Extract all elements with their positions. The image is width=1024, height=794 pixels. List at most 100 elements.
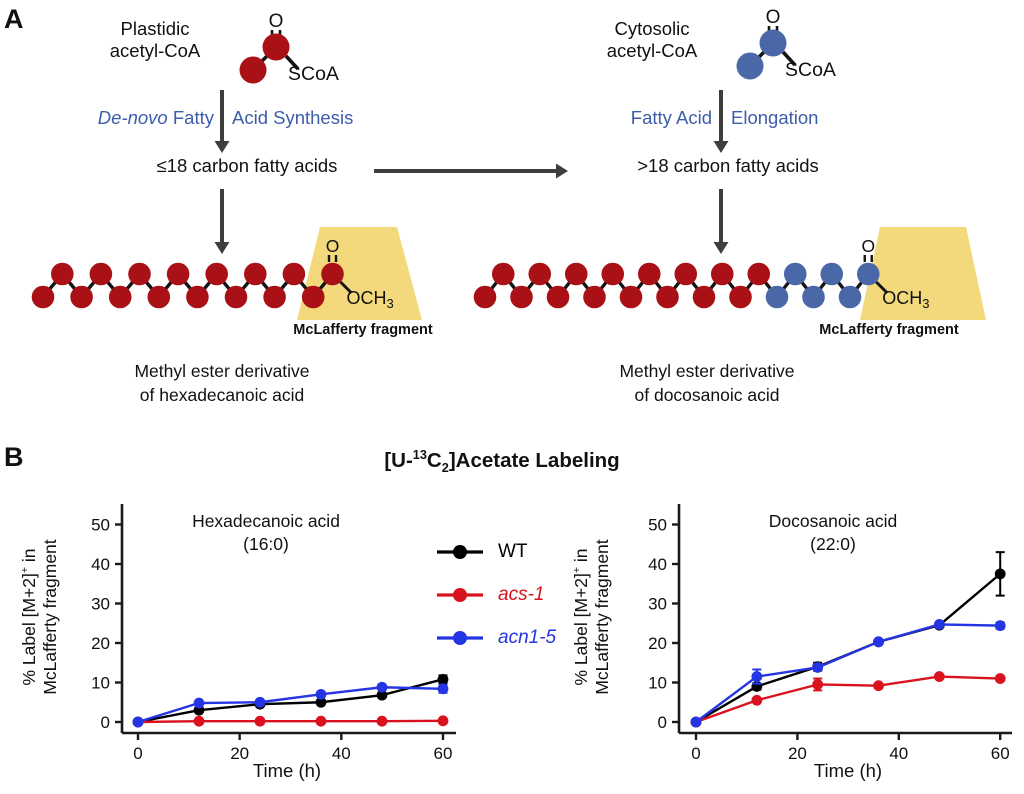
chart-right-ytick-label: 50	[648, 516, 667, 535]
chart-right-subtitle: (22:0)	[810, 534, 856, 554]
c16-chain-ester-bond	[339, 280, 353, 295]
chart-right-xtick-label: 60	[991, 744, 1010, 763]
c16-chain-red-carbon	[321, 262, 344, 286]
c16-chain-red-carbon	[108, 285, 132, 309]
chart-left-series-acn1-5-point	[315, 688, 327, 700]
ester-caption-right: Methyl ester derivative of docosanoic ac…	[619, 359, 794, 407]
panel-b-label: B	[4, 442, 24, 472]
cytosolic-name-line2: acetyl-CoA	[606, 40, 698, 61]
chart-left-ytick-label: 50	[91, 516, 110, 535]
chart-left-title: Hexadecanoic acid	[192, 511, 340, 531]
chart-left-ytick-label: 20	[91, 634, 110, 653]
c22-chain-blue-carbon	[765, 285, 789, 309]
c22-chain-blue-carbon	[783, 262, 807, 286]
chart-right-axes	[677, 504, 1012, 735]
chart-left-series-acs-1-point	[193, 715, 205, 727]
chart-left-xtick-label: 0	[133, 744, 142, 763]
c16-chain-red-carbon	[89, 262, 113, 286]
pathway-denovo-italic: De-novo	[97, 107, 168, 128]
c16-chain-red-carbon	[244, 262, 267, 286]
title-p1: [U-	[384, 448, 413, 472]
c22-chain-red-carbon	[674, 262, 698, 286]
chart-left-series-acn1-5-point	[376, 681, 388, 693]
mclafferty-label-right: McLafferty fragment	[819, 322, 959, 338]
chart-left-series-acn1-5-point	[437, 683, 449, 695]
chart-left-subtitle: (16:0)	[243, 534, 289, 554]
c16-chain-red-carbon	[186, 285, 209, 309]
legend-label-acs-1: acs-1	[498, 584, 545, 605]
arrow-down-to-c16-chain-head	[214, 242, 230, 254]
chart-left-series-acn1-5-line	[137, 686, 444, 724]
c22-chain-red-carbon	[564, 262, 588, 286]
c16-chain-red-carbon	[166, 262, 190, 286]
c22-chain-blue-carbon	[802, 285, 825, 309]
chart-right-series-acs-1-point	[933, 671, 945, 682]
chart-right-series-WT-point	[994, 568, 1006, 580]
product-le18-carbon: ≤18 carbon fatty acids	[156, 155, 338, 176]
plastidic-name-line2: acetyl-CoA	[109, 40, 201, 61]
c16-chain-red-carbon	[205, 262, 228, 286]
legend-marker-WT	[437, 545, 483, 559]
ester-right-line1: Methyl ester derivative	[619, 361, 795, 381]
chart-right-series-acs-1-point	[812, 679, 824, 690]
c16-chain-red-carbon	[282, 262, 306, 286]
c22-chain-red-carbon	[619, 285, 643, 309]
c22-chain-red-carbon	[729, 285, 752, 309]
cytosolic-acetyl-coa-label: Cytosolic acetyl-CoA	[607, 18, 697, 62]
plastidic-methyl-carbon	[239, 56, 267, 84]
cytosolic-bond-cs	[781, 50, 797, 67]
chart-left-series-acs-1-point	[376, 715, 388, 727]
c22-chain-red-carbon	[583, 285, 606, 309]
chart-left-ytick-label: 0	[101, 713, 110, 732]
ylab-left-line2: McLafferty fragment	[39, 539, 60, 695]
pathway-elongation-word: Fatty Acid	[630, 107, 712, 128]
ylab-right-line2: McLafferty fragment	[591, 539, 612, 695]
chart-title-hexadecanoic: Hexadecanoic acid (16:0)	[192, 510, 340, 556]
c16-chain-red-carbon	[147, 285, 171, 309]
cytosolic-scoa-label: SCoA	[785, 59, 836, 81]
chart-left-series-acs-1-point	[254, 715, 266, 727]
cytosolic-oxygen-label: O	[766, 7, 781, 28]
ester-right-line2: of docosanoic acid	[634, 385, 780, 405]
cytosolic-name-line1: Cytosolic	[614, 18, 690, 39]
c22-chain-och3-label: OCH3	[882, 288, 929, 311]
x-axis-label-right: Time (h)	[813, 760, 883, 781]
c22-chain-red-carbon	[710, 262, 734, 286]
chart-left-series-acn1-5-point	[193, 697, 205, 709]
chart-right-ytick-label: 20	[648, 634, 667, 653]
chart-right-series-acs-1-point	[994, 673, 1006, 684]
pathway-denovo-fas-left: De-novo Fatty	[98, 107, 214, 129]
chart-left-series-acs-1-line	[137, 719, 443, 724]
product-gt18-carbon: >18 carbon fatty acids	[637, 155, 819, 176]
c22-chain-blue-carbon	[856, 262, 880, 286]
plastidic-acetyl-coa-label: Plastidic acetyl-CoA	[110, 18, 200, 62]
c22-chain-red-carbon	[528, 262, 552, 286]
pathway-denovo-word: Fatty	[172, 107, 214, 128]
chart-left-axes	[120, 504, 456, 735]
chart-right-series-acs-1-line	[695, 675, 1001, 724]
c16-chain-mclafferty-highlight	[297, 227, 422, 320]
c22-chain-red-carbon	[546, 285, 570, 309]
c16-chain-red-carbon	[301, 285, 325, 309]
arrow-down-fas-head	[214, 141, 230, 153]
chart-left-series-acs-1-point	[437, 715, 449, 727]
c16-chain-red-carbon	[224, 285, 248, 309]
ester-left-line1: Methyl ester derivative	[134, 361, 310, 381]
legend-item-acs-1: acs-1	[436, 584, 556, 606]
title-sup13: 13	[412, 447, 427, 462]
c22-chain-red-carbon	[656, 285, 679, 309]
chart-left-series-acn1-5-point	[254, 696, 266, 708]
chart-legend: WT acs-1 acn1-5	[436, 541, 556, 649]
c22-chain-red-carbon	[637, 262, 661, 286]
chart-left-series-acs-1-point	[315, 715, 327, 727]
legend-marker-acs-1	[437, 588, 483, 602]
chart-left-series-WT-point	[437, 673, 449, 685]
chart-right-series-acn1-5-point	[994, 620, 1006, 632]
chart-left-ytick-label: 10	[91, 674, 110, 693]
chart-right-ytick-label: 40	[648, 555, 667, 574]
c22-chain-red-carbon	[491, 262, 515, 286]
arrow-right-le18-to-gt18-head	[556, 163, 568, 179]
chart-right-xtick-label: 20	[788, 744, 807, 763]
